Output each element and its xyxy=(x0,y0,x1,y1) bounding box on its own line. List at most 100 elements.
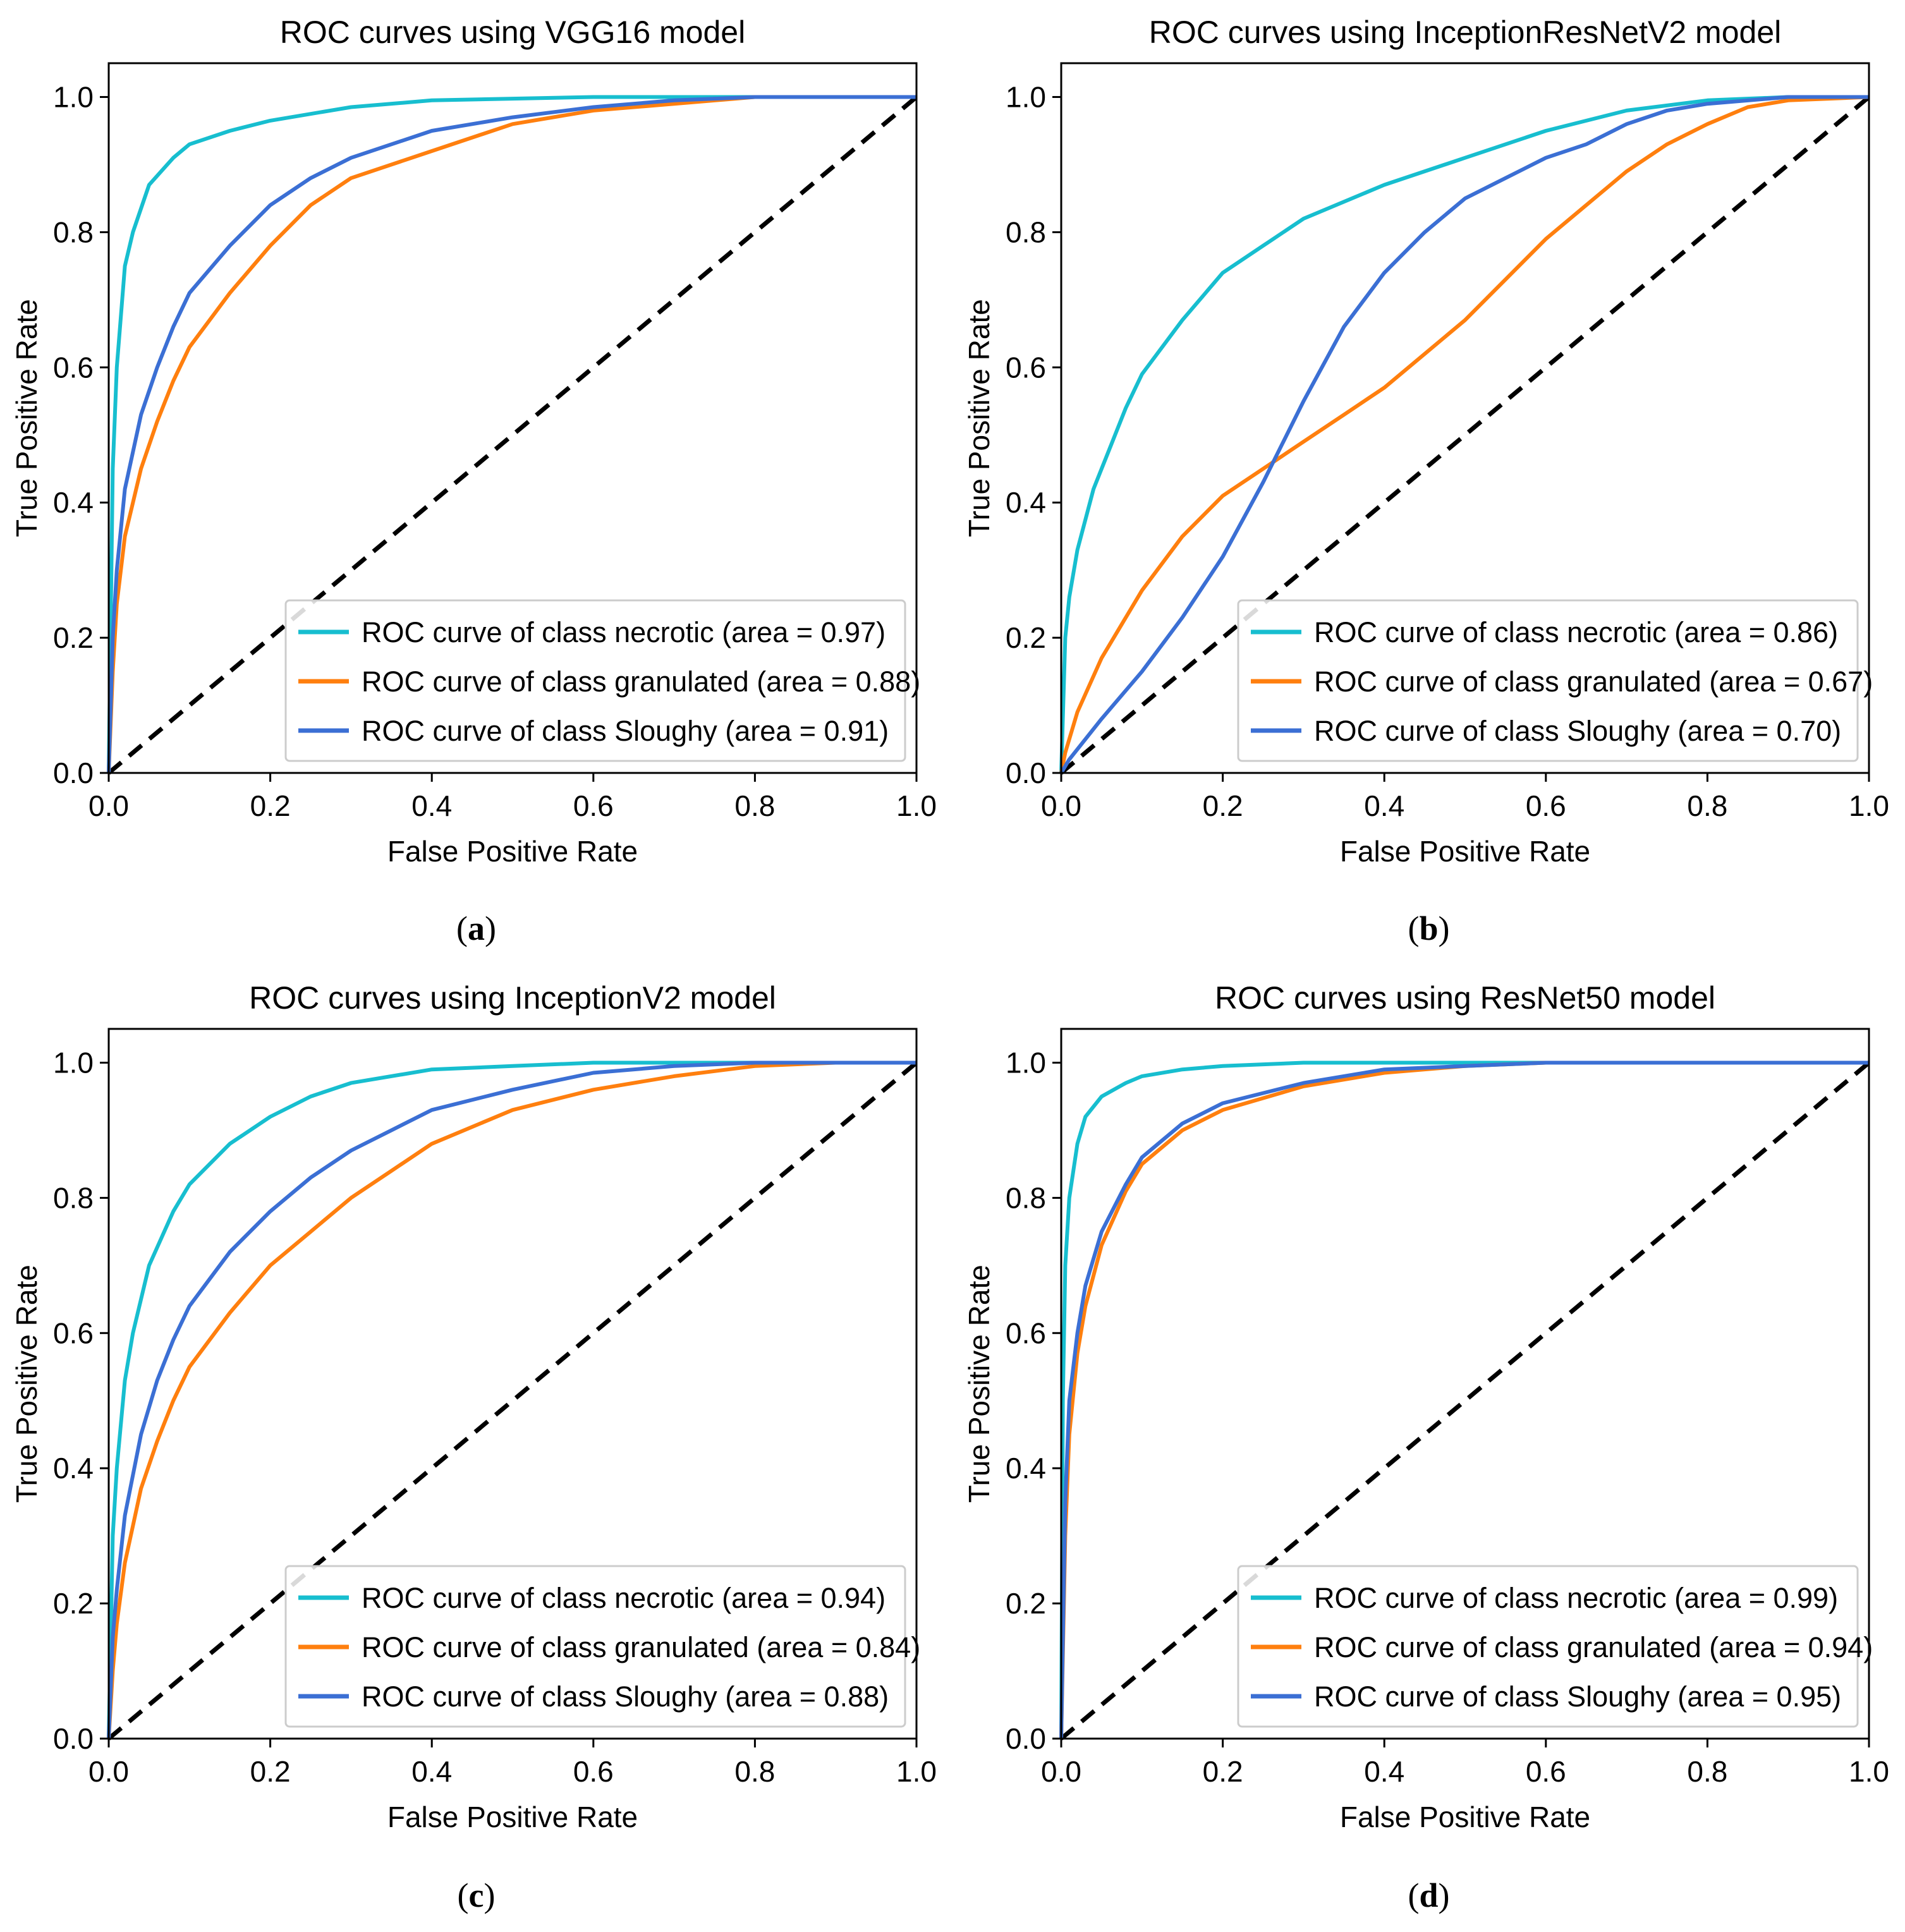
x-tick-label: 0.8 xyxy=(734,1755,775,1788)
chart-title: ROC curves using InceptionV2 model xyxy=(249,980,776,1016)
roc-series-line-1 xyxy=(107,1060,916,1739)
panel-caption-a: (a) xyxy=(456,909,496,947)
legend-box xyxy=(284,1565,906,1728)
x-tick-label: 0.0 xyxy=(88,789,129,822)
x-tick-label: 1.0 xyxy=(1849,789,1889,822)
y-tick-label: 0.8 xyxy=(1006,216,1046,248)
roc-series-line-2 xyxy=(1059,1060,1869,1739)
x-tick-label: 0.2 xyxy=(1203,1755,1243,1788)
x-tick-label: 0.8 xyxy=(1687,1755,1727,1788)
legend-box xyxy=(1237,1565,1859,1728)
legend-label-1: ROC curve of class granulated (area = 0.… xyxy=(1314,1631,1873,1663)
chart-panel-d: ROC curves using ResNet50 model 0.0 0.2 0.4… xyxy=(952,966,1905,1931)
y-tick-label: 0.0 xyxy=(1006,756,1046,789)
legend-label-0: ROC curve of class necrotic (area = 0.94… xyxy=(362,1582,886,1614)
x-tick-label: 0.6 xyxy=(573,789,614,822)
x-tick-label: 0.6 xyxy=(573,1755,614,1788)
x-axis-label: False Positive Rate xyxy=(1340,835,1590,868)
y-tick-label: 0.8 xyxy=(1006,1181,1046,1214)
y-axis-label: True Positive Rate xyxy=(963,1265,995,1503)
x-tick-label: 0.0 xyxy=(1041,789,1081,822)
legend-label-2: ROC curve of class Sloughy (area = 0.95) xyxy=(1314,1680,1841,1713)
y-tick-label: 0.8 xyxy=(53,216,94,248)
plot-frame xyxy=(1060,62,1870,774)
roc-series-line-2 xyxy=(1059,95,1869,774)
y-tick-label: 0.2 xyxy=(53,1587,94,1620)
y-axis-label: True Positive Rate xyxy=(963,299,995,537)
y-tick-label: 0.0 xyxy=(1006,1722,1046,1755)
roc-series-line-0 xyxy=(107,95,916,774)
y-tick-label: 0.2 xyxy=(53,621,94,654)
chance-diagonal-line xyxy=(107,95,918,775)
plot-frame xyxy=(1060,1028,1870,1740)
x-tick-label: 0.4 xyxy=(411,789,452,822)
y-axis-label: True Positive Rate xyxy=(10,1265,43,1503)
roc-series-line-1 xyxy=(107,95,916,774)
x-tick-label: 0.6 xyxy=(1526,789,1566,822)
x-tick-label: 0.8 xyxy=(734,789,775,822)
y-tick-label: 0.6 xyxy=(1006,351,1046,384)
chart-panel-c: ROC curves using InceptionV2 model 0.0 0.2… xyxy=(0,966,952,1931)
y-tick-label: 1.0 xyxy=(53,80,94,113)
y-tick-label: 0.4 xyxy=(1006,486,1046,519)
y-tick-label: 0.6 xyxy=(53,351,94,384)
x-tick-label: 1.0 xyxy=(896,1755,937,1788)
y-tick-label: 0.6 xyxy=(1006,1316,1046,1349)
legend: ROC curve of class necrotic (area = 0.97… xyxy=(284,599,920,762)
legend: ROC curve of class necrotic (area = 0.94… xyxy=(284,1565,920,1728)
y-tick-label: 1.0 xyxy=(53,1046,94,1079)
roc-chart-b: ROC curves using InceptionResNetV2 model… xyxy=(963,15,1889,868)
roc-series-line-2 xyxy=(107,95,916,774)
chance-diagonal-line xyxy=(1059,1060,1871,1741)
chart-title: ROC curves using InceptionResNetV2 model xyxy=(1149,15,1781,50)
x-tick-label: 0.6 xyxy=(1526,1755,1566,1788)
chart-title: ROC curves using VGG16 model xyxy=(280,15,745,50)
chart-title: ROC curves using ResNet50 model xyxy=(1215,980,1715,1016)
x-axis-label: False Positive Rate xyxy=(1340,1801,1590,1833)
x-tick-label: 0.4 xyxy=(411,1755,452,1788)
chance-diagonal-line xyxy=(1059,95,1871,775)
plot-frame xyxy=(107,1028,918,1740)
roc-chart-d: ROC curves using ResNet50 model 0.0 0.2 0.4… xyxy=(963,980,1889,1833)
roc-chart-c: ROC curves using InceptionV2 model 0.0 0.2… xyxy=(10,980,937,1833)
y-tick-label: 0.2 xyxy=(1006,621,1046,654)
y-tick-label: 0.4 xyxy=(53,486,94,519)
legend-label-1: ROC curve of class granulated (area = 0.… xyxy=(362,665,920,698)
legend: ROC curve of class necrotic (area = 0.99… xyxy=(1237,1565,1873,1728)
y-axis-label: True Positive Rate xyxy=(10,299,43,537)
y-tick-label: 1.0 xyxy=(1006,80,1046,113)
y-tick-label: 1.0 xyxy=(1006,1046,1046,1079)
y-tick-label: 0.0 xyxy=(53,1722,94,1755)
legend-label-1: ROC curve of class granulated (area = 0.… xyxy=(1314,665,1873,698)
legend-label-0: ROC curve of class necrotic (area = 0.86… xyxy=(1314,616,1838,648)
roc-series-line-2 xyxy=(107,1060,916,1739)
roc-series-line-0 xyxy=(1059,1060,1869,1739)
legend-box xyxy=(1237,599,1859,762)
x-tick-label: 1.0 xyxy=(1849,1755,1889,1788)
x-tick-label: 0.2 xyxy=(250,1755,291,1788)
x-tick-label: 0.0 xyxy=(1041,1755,1081,1788)
legend-box xyxy=(284,599,906,762)
y-tick-label: 0.4 xyxy=(1006,1452,1046,1485)
panel-caption-d: (d) xyxy=(1408,1876,1450,1914)
roc-chart-a: ROC curves using VGG16 model 0.0 0.2 0.4 0.6… xyxy=(10,15,937,868)
legend-label-2: ROC curve of class Sloughy (area = 0.88) xyxy=(362,1680,889,1713)
legend-label-0: ROC curve of class necrotic (area = 0.99… xyxy=(1314,1582,1838,1614)
chance-diagonal-line xyxy=(107,1060,918,1741)
y-tick-label: 0.0 xyxy=(53,756,94,789)
legend-label-2: ROC curve of class Sloughy (area = 0.91) xyxy=(362,715,889,747)
panel-caption-b: (b) xyxy=(1408,909,1450,947)
roc-series-line-1 xyxy=(1059,95,1870,774)
roc-series-line-0 xyxy=(107,1060,916,1739)
legend-label-0: ROC curve of class necrotic (area = 0.97… xyxy=(362,616,886,648)
y-tick-label: 0.2 xyxy=(1006,1587,1046,1620)
chart-panel-a: ROC curves using VGG16 model 0.0 0.2 0.4 0.6… xyxy=(0,0,952,966)
x-axis-label: False Positive Rate xyxy=(387,835,638,868)
y-tick-label: 0.6 xyxy=(53,1316,94,1349)
plot-frame xyxy=(107,62,918,774)
legend-label-1: ROC curve of class granulated (area = 0.… xyxy=(362,1631,920,1663)
x-tick-label: 0.0 xyxy=(88,1755,129,1788)
y-tick-label: 0.4 xyxy=(53,1452,94,1485)
legend: ROC curve of class necrotic (area = 0.86… xyxy=(1237,599,1873,762)
x-tick-label: 1.0 xyxy=(896,789,937,822)
